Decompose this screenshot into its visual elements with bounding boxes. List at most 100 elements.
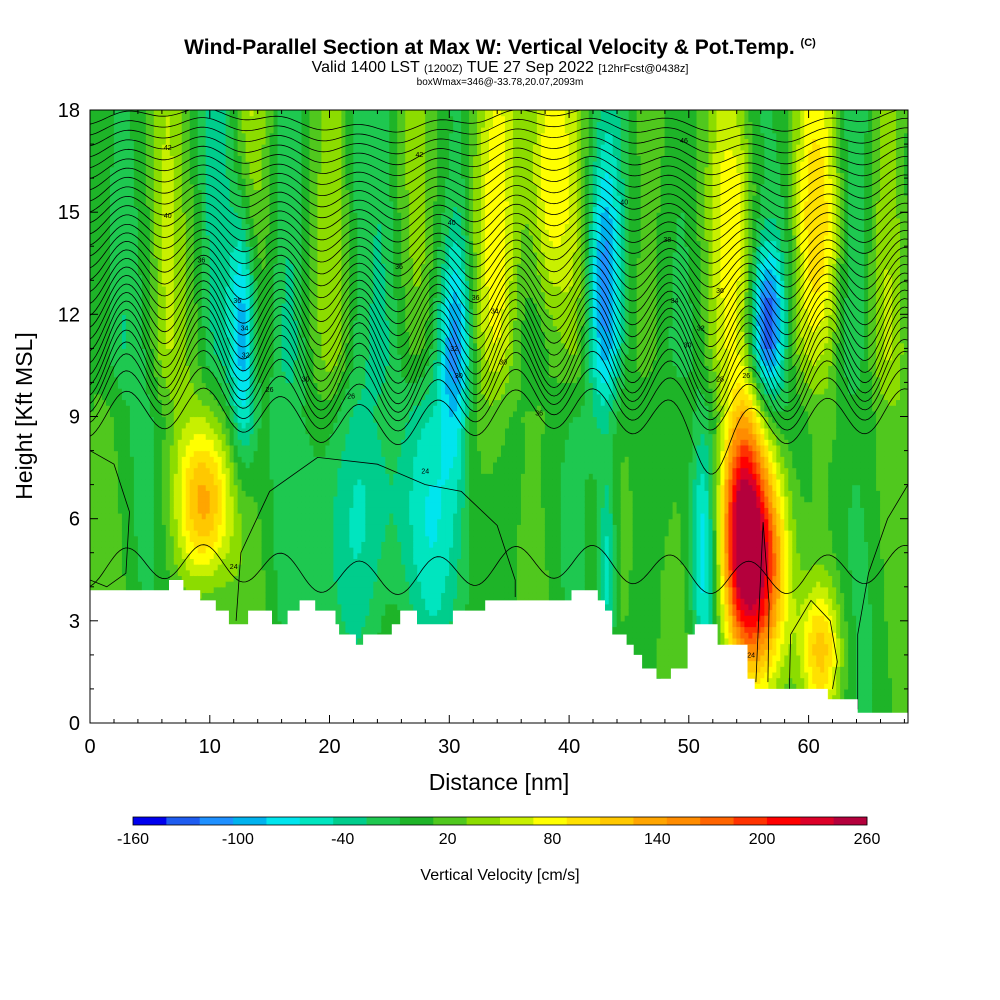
isentrope-line (90, 145, 908, 176)
isentrope-line (90, 136, 908, 166)
contour-label: 32 (450, 346, 458, 353)
colorbar-swatch (666, 817, 701, 825)
colorbar-tick-labels: -160 -100 -40 20 80 140 200 260 (117, 831, 880, 848)
y-axis-title: Height [Kft MSL] (11, 332, 37, 499)
isentrope-line (90, 126, 908, 155)
contour-label: 46 (680, 138, 688, 145)
isentrope-line (857, 484, 908, 710)
y-tick-label: 18 (58, 100, 80, 122)
contour-label: 40 (448, 220, 456, 227)
colorbar-swatch (199, 817, 234, 825)
contour-label: 32 (242, 353, 250, 360)
isentrope-line (90, 117, 908, 144)
isentrope-line (90, 237, 908, 289)
x-tick-label: 10 (199, 736, 221, 758)
isentrope-line (90, 387, 908, 475)
isentrope-line (90, 350, 908, 422)
isentrope-line (90, 316, 908, 395)
contour-label: 24 (747, 652, 755, 659)
contour-label: 30 (455, 373, 463, 380)
colorbar-swatch (366, 817, 401, 825)
colorbar-swatch (500, 817, 534, 825)
x-tick-label: 50 (678, 736, 700, 758)
contour-label: 34 (671, 298, 679, 305)
colorbar-swatch (800, 817, 835, 825)
contour-label: 26 (742, 373, 750, 380)
isentrope-line (90, 297, 908, 372)
isentrope-line (90, 192, 908, 232)
isentrope-line (90, 326, 908, 405)
y-tick-label: 9 (69, 407, 80, 429)
contour-label: 24 (230, 564, 238, 571)
isentrope-line (90, 183, 908, 221)
chart-subtitle: Valid 1400 LST (1200Z) TUE 27 Sep 2022 [… (0, 59, 1000, 77)
x-tick-label: 30 (438, 736, 460, 758)
x-axis-ticks: 0 10 20 30 40 50 60 (84, 110, 905, 758)
isentrope-line (90, 173, 908, 210)
colorbar-swatch (766, 817, 801, 825)
colorbar-swatch (566, 817, 601, 825)
isentrope-line (90, 201, 908, 243)
colorbar-tick-label: 140 (644, 831, 671, 848)
contour-label: 42 (416, 152, 424, 159)
terrain-mask (90, 580, 908, 723)
colorbar-swatch (266, 817, 301, 825)
colorbar-tick-label: -100 (222, 831, 254, 848)
isentrope-line (90, 263, 908, 325)
contour-label: 36 (716, 288, 724, 295)
isentrope-line (90, 338, 908, 413)
isentrope-line (90, 220, 908, 265)
contour-label: 28 (716, 377, 724, 384)
isentrope-line (90, 229, 908, 277)
x-tick-label: 0 (84, 736, 95, 758)
colorbar-swatch (166, 817, 201, 825)
colorbar-swatch (733, 817, 768, 825)
colorbar-tick-label: -160 (117, 831, 149, 848)
colorbar-frame (132, 816, 868, 826)
colorbar-swatch (633, 817, 668, 825)
colorbar-tick-label: -40 (331, 831, 354, 848)
contour-label: 24 (421, 469, 429, 476)
x-tick-label: 40 (558, 736, 580, 758)
y-tick-label: 12 (58, 304, 80, 326)
isentrope-line (235, 456, 516, 621)
contour-label: 30 (302, 377, 310, 384)
colorbar-swatch (533, 817, 568, 825)
colorbar-swatch (233, 817, 267, 825)
y-tick-label: 6 (69, 509, 80, 531)
contour-label: 30 (499, 360, 507, 367)
colorbar-title: Vertical Velocity [cm/s] (420, 867, 579, 884)
x-axis-title: Distance [nm] (429, 769, 570, 795)
potential-temperature-contours (90, 110, 908, 710)
isentrope-line (90, 288, 908, 360)
y-tick-label: 3 (69, 611, 80, 633)
colorbar-swatch (833, 817, 868, 825)
isentrope-line (90, 280, 908, 349)
isentrope-line (90, 544, 908, 595)
contour-label: 34 (241, 326, 249, 333)
isentrope-line (90, 271, 908, 337)
y-tick-label: 0 (69, 713, 80, 735)
colorbar-tick-label: 80 (544, 831, 562, 848)
colorbar-swatch (399, 817, 434, 825)
contour-label: 36 (198, 257, 206, 264)
colorbar-swatch (466, 817, 501, 825)
colorbar-swatch (299, 817, 334, 825)
contour-label: 26 (347, 394, 355, 401)
contour-label: 38 (663, 237, 671, 244)
colorbar-swatch (333, 817, 367, 825)
contour-label: 32 (697, 326, 705, 333)
contour-label: 40 (164, 213, 172, 220)
isentrope-line (789, 599, 838, 689)
colorbar (132, 816, 868, 826)
contour-label: 34 (491, 308, 499, 315)
colorbar-swatch (700, 817, 734, 825)
colorbar-tick-label: 260 (854, 831, 881, 848)
isentrope-line (90, 305, 908, 384)
contour-label: 30 (684, 343, 692, 350)
colorbar-swatch (133, 817, 167, 825)
x-tick-label: 20 (318, 736, 340, 758)
y-tick-label: 15 (58, 202, 80, 224)
contour-label: 36 (535, 411, 543, 418)
